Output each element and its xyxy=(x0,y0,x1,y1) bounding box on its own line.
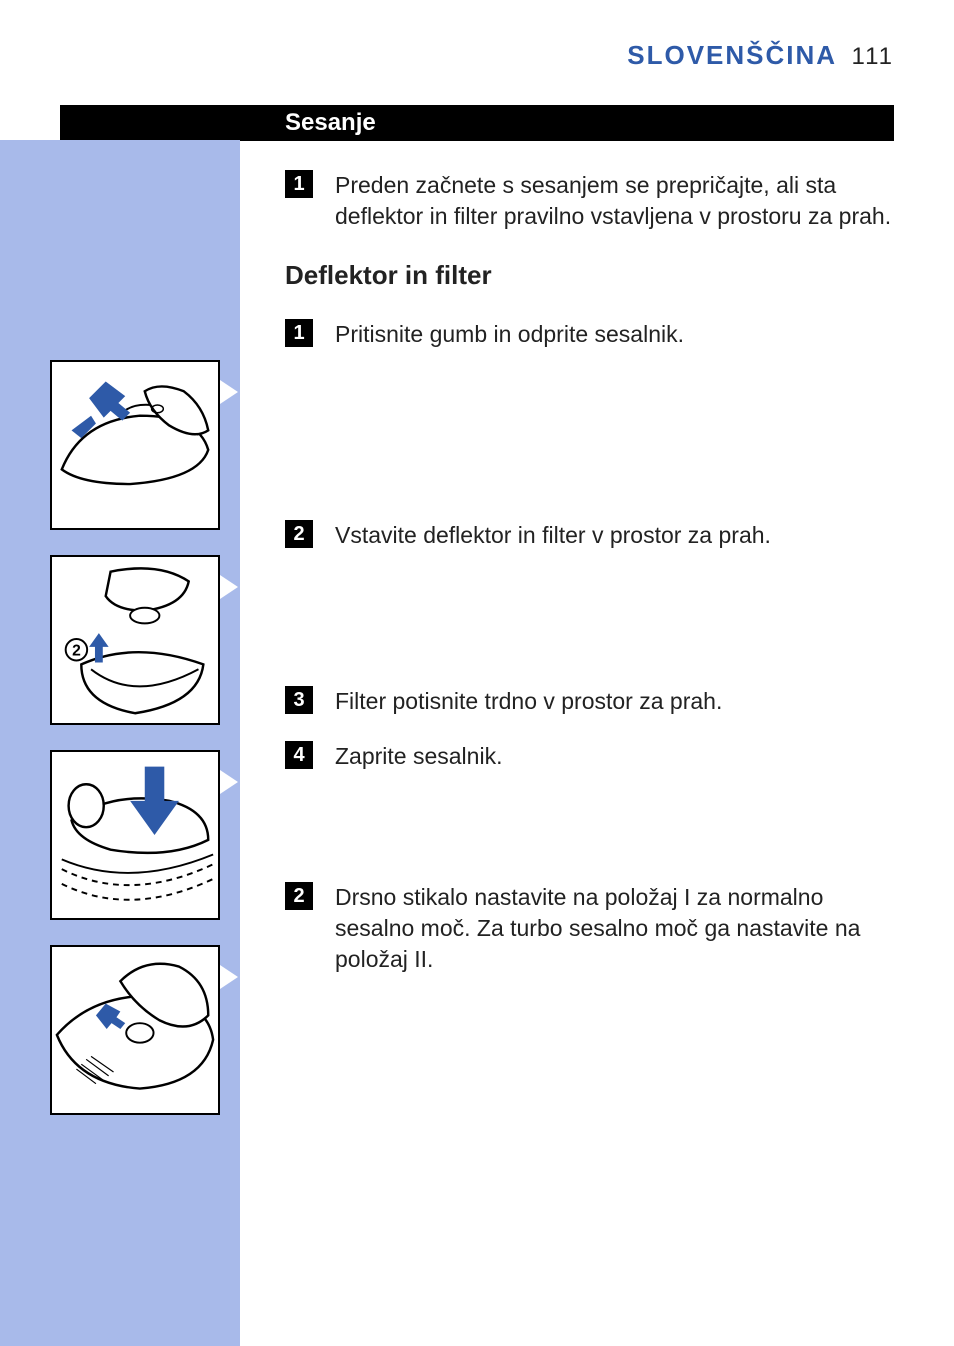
sidebar: 2 xyxy=(0,140,240,1346)
push-filter-illustration xyxy=(50,750,220,920)
step-row: 3 Filter potisnite trdno v prostor za pr… xyxy=(285,686,894,717)
callout-arrow xyxy=(220,575,238,599)
step-row: 4 Zaprite sesalnik. xyxy=(285,741,894,772)
step-text: Preden začnete s sesanjem se prepričajte… xyxy=(335,170,894,232)
section-title-bar: Sesanje xyxy=(60,105,894,141)
step-text: Pritisnite gumb in odprite sesalnik. xyxy=(335,319,684,350)
section-title: Sesanje xyxy=(285,109,376,136)
step-row: 2 Drsno stikalo nastavite na položaj I z… xyxy=(285,882,894,975)
content-column: 1 Preden začnete s sesanjem se prepričaj… xyxy=(285,160,894,1003)
intro-step: 1 Preden začnete s sesanjem se prepričaj… xyxy=(285,170,894,232)
step-number-badge: 4 xyxy=(285,741,313,769)
step-text: Drsno stikalo nastavite na položaj I za … xyxy=(335,882,894,975)
page-number: 111 xyxy=(852,43,894,70)
step-text: Vstavite deflektor in filter v prostor z… xyxy=(335,520,771,551)
open-vacuum-illustration xyxy=(50,360,220,530)
step-row: 2 Vstavite deflektor in filter v prostor… xyxy=(285,520,894,551)
page-header: SLOVENŠČINA 111 xyxy=(627,40,894,71)
step-number-badge: 1 xyxy=(285,170,313,198)
callout-arrow xyxy=(220,770,238,794)
step-number-badge: 2 xyxy=(285,882,313,910)
slide-switch-illustration xyxy=(50,945,220,1115)
callout-arrow xyxy=(220,965,238,989)
callout-arrow xyxy=(220,380,238,404)
step-text: Zaprite sesalnik. xyxy=(335,741,502,772)
step-number-badge: 1 xyxy=(285,319,313,347)
sub-heading: Deflektor in filter xyxy=(285,260,894,291)
step-text: Filter potisnite trdno v prostor za prah… xyxy=(335,686,722,717)
insert-deflector-illustration: 2 xyxy=(50,555,220,725)
step-number-badge: 2 xyxy=(285,520,313,548)
step-row: 1 Pritisnite gumb in odprite sesalnik. xyxy=(285,319,894,350)
language-label: SLOVENŠČINA xyxy=(627,40,837,70)
svg-text:2: 2 xyxy=(72,643,81,660)
step-number-badge: 3 xyxy=(285,686,313,714)
